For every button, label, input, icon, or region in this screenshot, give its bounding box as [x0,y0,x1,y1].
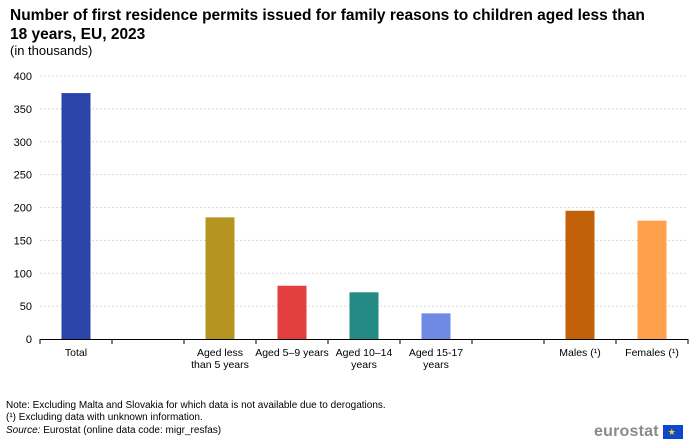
bar [205,217,235,339]
bar [277,285,307,339]
y-tick-label: 50 [20,301,32,313]
source-label: Source: [6,424,41,436]
eu-flag-icon: ★ [662,425,683,439]
notes: Note: Excluding Malta and Slovakia for w… [6,400,386,437]
bar [421,313,451,339]
x-tick-label: Aged 10–14 [336,347,393,359]
y-tick-label: 150 [14,235,32,247]
bar [349,292,379,339]
y-tick-label: 250 [14,170,32,182]
x-tick-label: Aged 5–9 years [255,347,329,359]
chart-subtitle: (in thousands) [10,43,93,58]
y-tick-label: 300 [14,137,32,149]
y-tick-label: 100 [14,268,32,280]
y-tick-label: 0 [26,334,32,346]
note-text: Note: Excluding Malta and Slovakia for w… [6,400,386,411]
y-tick-label: 400 [14,71,32,83]
x-tick-label: years [423,359,449,371]
eurostat-logo: eurostat ★ [594,423,683,441]
x-tick-label: Females (¹) [625,347,679,359]
bar-chart: 0 50 100 150 200 250 300 350 400 Total Aged lessth… [14,71,689,371]
y-tick-label: 200 [14,203,32,215]
bar [637,220,667,339]
y-tick-label: 350 [14,104,32,116]
source-text: Eurostat (online data code: migr_resfas) [40,424,222,436]
x-tick-label: Total [65,347,87,359]
bar [61,93,91,339]
x-tick-label: Aged 15-17 [409,347,463,359]
bar [565,210,595,339]
x-tick-label: Males (¹) [559,347,600,359]
x-tick-label: Aged less [197,347,243,359]
source-line: Source: Eurostat (online data code: migr… [6,425,386,437]
eurostat-logo-text: eurostat [594,423,659,440]
x-tick-label: than 5 years [191,359,249,371]
chart-title: Number of first residence permits issued… [10,7,645,43]
footnote-text: (¹) Excluding data with unknown informat… [6,412,203,424]
x-tick-label: years [351,359,377,371]
